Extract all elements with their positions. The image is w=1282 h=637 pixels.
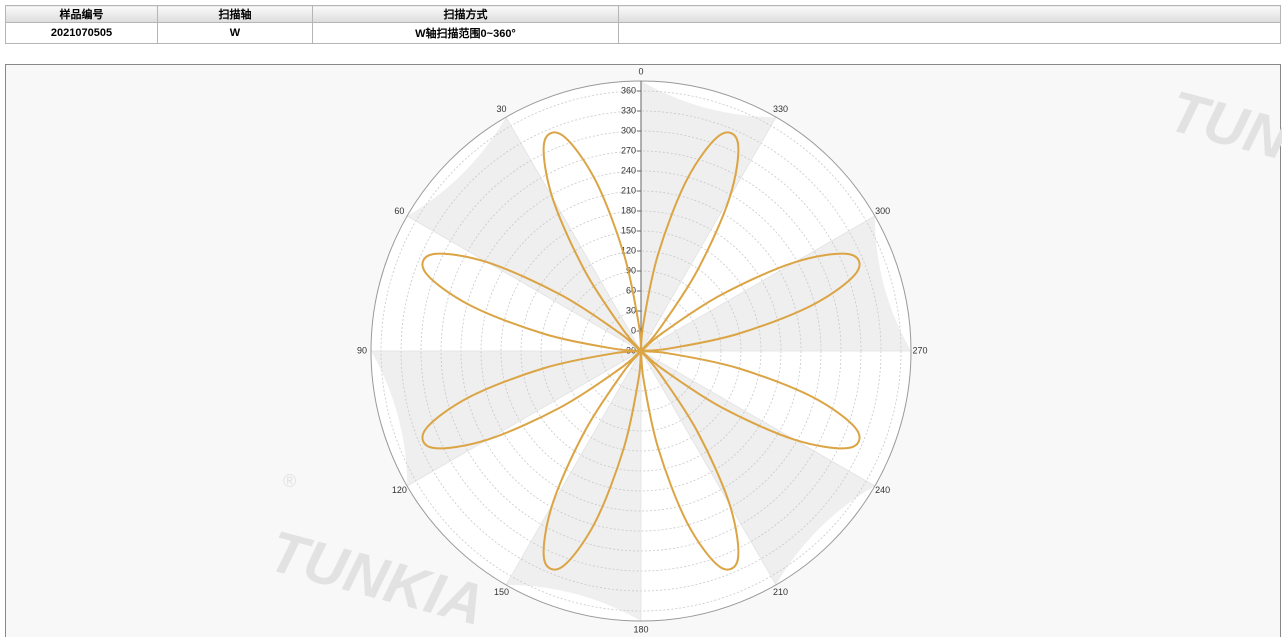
grid-spoke — [406, 215, 642, 352]
r-tick-label: 90 — [626, 265, 636, 275]
theta-tick-label: 180 — [633, 624, 648, 634]
r-tick-label: 120 — [621, 245, 636, 255]
angle-band — [641, 216, 911, 351]
header-row: 样品编号 扫描轴 扫描方式 — [5, 5, 1281, 23]
angle-band — [641, 351, 875, 585]
info-table: 样品编号 扫描轴 扫描方式 2021070505 W W轴扫描范围0~360° — [5, 5, 1281, 44]
theta-tick-label: 120 — [392, 485, 407, 495]
r-tick-label: 180 — [621, 205, 636, 215]
cell: 2021070505 — [5, 22, 158, 44]
r-tick-label: 330 — [621, 105, 636, 115]
theta-tick-label: 90 — [357, 345, 367, 355]
header-cell: 扫描方式 — [312, 5, 619, 23]
theta-tick-label: 0 — [638, 66, 643, 76]
grid-spoke — [505, 350, 642, 586]
theta-tick-label: 240 — [875, 485, 890, 495]
angle-band — [407, 117, 641, 351]
cell — [618, 22, 1281, 44]
grid-spoke — [406, 350, 642, 487]
header-cell: 样品编号 — [5, 5, 158, 23]
theta-tick-label: 300 — [875, 206, 890, 216]
r-tick-label: 270 — [621, 145, 636, 155]
r-tick-label: 240 — [621, 165, 636, 175]
data-row: 2021070505 W W轴扫描范围0~360° — [5, 22, 1281, 44]
grid-spoke — [640, 350, 777, 586]
header-cell: 扫描轴 — [157, 5, 313, 23]
r-tick-label: 300 — [621, 125, 636, 135]
theta-tick-label: 60 — [394, 206, 404, 216]
theta-tick-label: 150 — [494, 587, 509, 597]
watermark-mark: ® — [283, 471, 296, 491]
chart: TUNKIA ® TUNKIA ® -300306090120150180210… — [5, 64, 1282, 637]
cell: W轴扫描范围0~360° — [312, 22, 619, 44]
r-tick-label: 0 — [631, 325, 636, 335]
r-tick-label: 210 — [621, 185, 636, 195]
theta-tick-label: 30 — [496, 104, 506, 114]
cell: W — [157, 22, 313, 44]
r-tick-label: 30 — [626, 305, 636, 315]
grid-spoke — [640, 116, 777, 352]
series-line — [421, 131, 861, 571]
theta-tick-label: 210 — [773, 587, 788, 597]
r-tick-label: 150 — [621, 225, 636, 235]
watermark-mark: ® — [1193, 64, 1206, 68]
header-cell — [618, 5, 1281, 23]
grid-spoke — [640, 215, 876, 352]
grid-spoke — [505, 116, 642, 352]
angle-band — [506, 351, 641, 621]
grid-spoke — [640, 350, 876, 487]
theta-tick-label: 330 — [773, 104, 788, 114]
angle-band — [371, 351, 641, 486]
r-tick-label: 360 — [621, 85, 636, 95]
r-tick-label: 60 — [626, 285, 636, 295]
angle-band — [641, 81, 776, 351]
theta-tick-label: 270 — [912, 345, 927, 355]
